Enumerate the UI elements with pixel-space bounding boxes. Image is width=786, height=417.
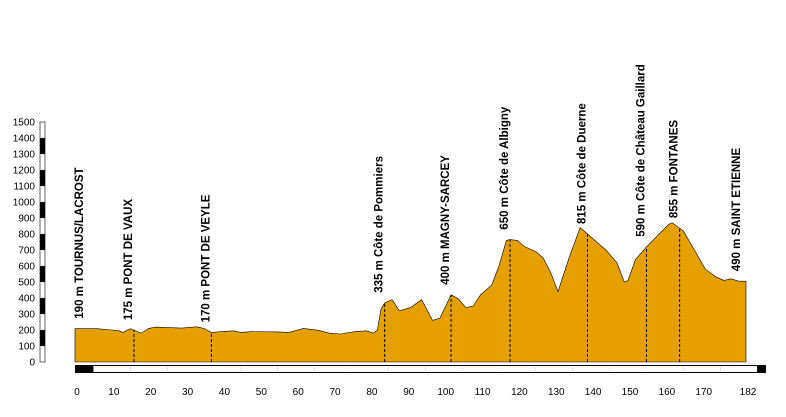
x-axis-band-white [130, 366, 168, 372]
x-axis-band-white [498, 366, 536, 372]
x-axis-band-white [93, 366, 131, 372]
place-label: 855 m FONTANES [669, 120, 681, 219]
x-tick-label: 20 [145, 387, 157, 398]
x-axis-band-white [425, 366, 463, 372]
y-tick-label: 800 [18, 230, 35, 241]
y-tick-label: 1500 [13, 118, 36, 129]
y-tick-label: 1300 [13, 150, 36, 161]
place-label: 590 m Côte de Château Gaillard [635, 64, 647, 237]
x-axis-band-white [462, 366, 499, 372]
x-tick-label: 70 [330, 387, 342, 398]
y-axis-band [40, 234, 45, 250]
x-tick-label: 110 [475, 387, 491, 398]
y-tick-label: 300 [18, 310, 35, 321]
y-tick-label: 1400 [13, 134, 36, 145]
x-axis-band-white [572, 366, 610, 372]
x-axis-band-white [646, 366, 684, 372]
place-label: 170 m PONT DE VEYLE [200, 194, 212, 322]
x-axis-band-white [683, 366, 721, 372]
y-axis-band [40, 330, 45, 346]
y-tick-label: 0 [29, 358, 35, 369]
place-labels: 190 m TOURNUS/LACROST 175 m PONT DE VAUX 1… [74, 64, 743, 322]
place-label: 490 m SAINT ETIENNE [731, 148, 743, 272]
x-tick-label: 170 [695, 387, 712, 398]
x-tick-label: 10 [108, 387, 120, 398]
x-tick-label: 120 [511, 387, 528, 398]
y-tick-label: 600 [18, 262, 35, 273]
y-tick-label: 700 [18, 246, 35, 257]
x-axis-band-white [535, 366, 573, 372]
y-tick-label: 1100 [13, 182, 35, 193]
x-axis-band-white [204, 366, 241, 372]
y-tick-label: 200 [18, 326, 35, 337]
y-tick-label: 500 [18, 278, 35, 289]
place-label: 815 m Côte de Duerne [576, 103, 588, 224]
y-tick-label: 900 [18, 214, 35, 225]
x-tick-label: 90 [403, 387, 415, 398]
x-tick-label: 130 [548, 387, 565, 398]
y-axis-band [40, 138, 45, 154]
x-axis-band-white [277, 366, 315, 372]
x-tick-label: 80 [366, 387, 378, 398]
x-axis-band-white [609, 366, 647, 372]
place-label: 175 m PONT DE VAUX [123, 199, 135, 321]
x-axis-band-white [720, 366, 758, 372]
place-label: 335 m Côte de Pommiers [374, 156, 386, 293]
y-axis-scale: 0 100 200 300 400 500 600 700 800 900 1000 1100 1200… [13, 118, 46, 369]
x-axis-band-white [351, 366, 389, 372]
x-tick-label: 150 [622, 387, 639, 398]
x-tick-label: 0 [74, 387, 80, 398]
y-tick-label: 400 [18, 294, 35, 305]
x-axis-band-white [167, 366, 205, 372]
y-axis-band [40, 202, 45, 218]
x-tick-label: 182 [740, 387, 757, 398]
place-markers [133, 228, 681, 362]
y-axis-band [40, 266, 45, 282]
y-tick-label: 100 [18, 342, 35, 353]
x-axis-band-white [388, 366, 426, 372]
x-tick-label: 40 [219, 387, 231, 398]
y-axis-band [40, 170, 45, 186]
x-tick-label: 140 [585, 387, 602, 398]
x-tick-label: 50 [256, 387, 268, 398]
y-tick-label: 1200 [13, 166, 36, 177]
x-axis-band-white [314, 366, 352, 372]
x-axis-band-white [240, 366, 278, 372]
x-axis-scale: 0 10 20 30 40 50 60 70 80 90 100 110 120 130 140 150 160… [74, 365, 766, 398]
x-tick-label: 30 [182, 387, 194, 398]
y-tick-label: 1000 [13, 198, 36, 209]
y-axis-band [40, 298, 45, 314]
elevation-area [74, 222, 747, 363]
x-tick-label: 60 [293, 387, 305, 398]
x-tick-label: 160 [659, 387, 676, 398]
place-label: 650 m Côte de Albigny [499, 106, 511, 230]
place-label: 400 m MAGNY-SARCEY [440, 155, 452, 285]
place-label: 190 m TOURNUS/LACROST [74, 167, 86, 318]
x-tick-label: 100 [437, 387, 454, 398]
